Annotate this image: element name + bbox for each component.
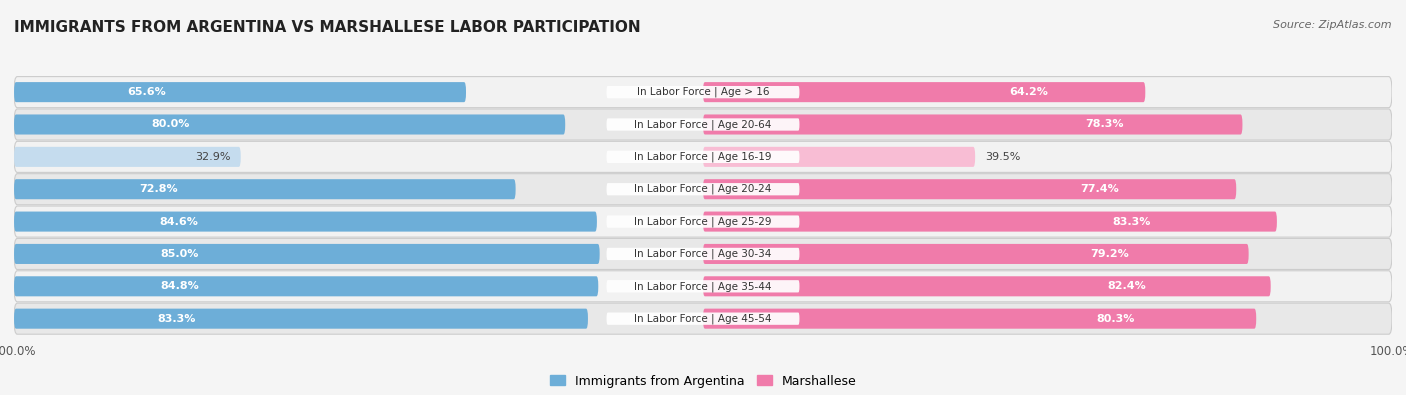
FancyBboxPatch shape [14, 147, 240, 167]
Text: 80.0%: 80.0% [152, 120, 190, 130]
Text: 84.8%: 84.8% [160, 281, 198, 291]
Text: In Labor Force | Age 30-34: In Labor Force | Age 30-34 [634, 249, 772, 259]
Text: In Labor Force | Age 25-29: In Labor Force | Age 25-29 [634, 216, 772, 227]
Text: 83.3%: 83.3% [157, 314, 195, 324]
FancyBboxPatch shape [606, 118, 800, 131]
FancyBboxPatch shape [14, 206, 1392, 237]
FancyBboxPatch shape [14, 308, 588, 329]
Text: 32.9%: 32.9% [195, 152, 231, 162]
FancyBboxPatch shape [14, 244, 599, 264]
Text: In Labor Force | Age 16-19: In Labor Force | Age 16-19 [634, 152, 772, 162]
Text: 83.3%: 83.3% [1112, 216, 1150, 227]
FancyBboxPatch shape [14, 174, 1392, 205]
FancyBboxPatch shape [606, 183, 800, 196]
FancyBboxPatch shape [703, 115, 1243, 135]
FancyBboxPatch shape [606, 312, 800, 325]
FancyBboxPatch shape [14, 212, 598, 231]
FancyBboxPatch shape [703, 308, 1256, 329]
Text: 65.6%: 65.6% [127, 87, 166, 97]
Text: 64.2%: 64.2% [1010, 87, 1047, 97]
Text: 84.6%: 84.6% [160, 216, 198, 227]
Text: 78.3%: 78.3% [1085, 120, 1123, 130]
Text: Source: ZipAtlas.com: Source: ZipAtlas.com [1274, 20, 1392, 30]
FancyBboxPatch shape [703, 82, 1146, 102]
FancyBboxPatch shape [606, 86, 800, 98]
FancyBboxPatch shape [14, 109, 1392, 140]
FancyBboxPatch shape [703, 147, 976, 167]
Text: 77.4%: 77.4% [1080, 184, 1119, 194]
FancyBboxPatch shape [14, 179, 516, 199]
FancyBboxPatch shape [14, 115, 565, 135]
Text: 80.3%: 80.3% [1097, 314, 1135, 324]
FancyBboxPatch shape [703, 276, 1271, 296]
Legend: Immigrants from Argentina, Marshallese: Immigrants from Argentina, Marshallese [544, 370, 862, 393]
Text: In Labor Force | Age > 16: In Labor Force | Age > 16 [637, 87, 769, 98]
FancyBboxPatch shape [14, 239, 1392, 269]
Text: 72.8%: 72.8% [139, 184, 179, 194]
FancyBboxPatch shape [703, 212, 1277, 231]
FancyBboxPatch shape [606, 151, 800, 163]
Text: 85.0%: 85.0% [160, 249, 198, 259]
FancyBboxPatch shape [606, 248, 800, 260]
FancyBboxPatch shape [606, 215, 800, 228]
Text: In Labor Force | Age 35-44: In Labor Force | Age 35-44 [634, 281, 772, 292]
FancyBboxPatch shape [14, 271, 1392, 302]
FancyBboxPatch shape [14, 303, 1392, 334]
Text: In Labor Force | Age 20-64: In Labor Force | Age 20-64 [634, 119, 772, 130]
FancyBboxPatch shape [703, 179, 1236, 199]
FancyBboxPatch shape [703, 244, 1249, 264]
Text: IMMIGRANTS FROM ARGENTINA VS MARSHALLESE LABOR PARTICIPATION: IMMIGRANTS FROM ARGENTINA VS MARSHALLESE… [14, 20, 641, 35]
FancyBboxPatch shape [14, 82, 465, 102]
FancyBboxPatch shape [606, 280, 800, 292]
Text: 79.2%: 79.2% [1090, 249, 1129, 259]
Text: 82.4%: 82.4% [1107, 281, 1146, 291]
Text: 39.5%: 39.5% [986, 152, 1021, 162]
Text: In Labor Force | Age 45-54: In Labor Force | Age 45-54 [634, 313, 772, 324]
FancyBboxPatch shape [14, 141, 1392, 172]
FancyBboxPatch shape [14, 77, 1392, 108]
Text: In Labor Force | Age 20-24: In Labor Force | Age 20-24 [634, 184, 772, 194]
FancyBboxPatch shape [14, 276, 599, 296]
